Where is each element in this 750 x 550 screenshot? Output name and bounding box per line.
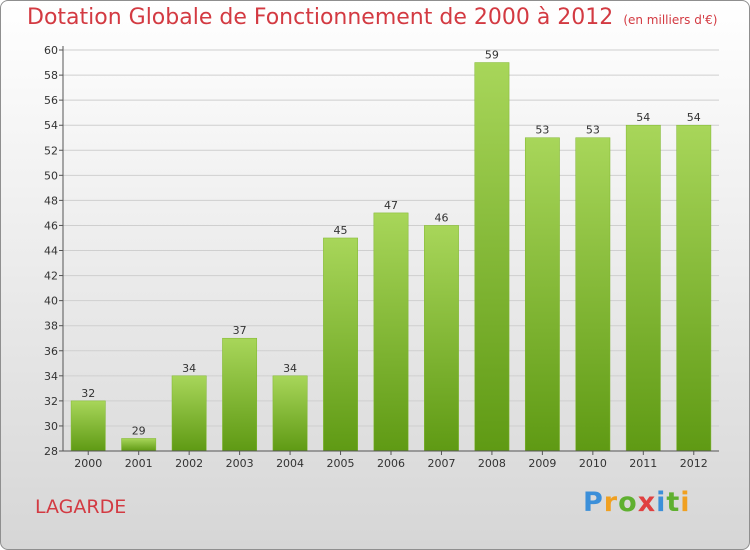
- value-labels: 32 29 34 37 34 45 47 46 59 53 53 54 54: [81, 49, 701, 438]
- value-label: 46: [434, 211, 448, 224]
- bar-2007: [424, 225, 459, 452]
- bar-2006: [373, 212, 409, 452]
- value-label: 53: [535, 124, 549, 137]
- y-tick-label: 60: [44, 44, 58, 57]
- bar-2002: [171, 375, 207, 452]
- x-tick-label: 2006: [377, 457, 405, 470]
- y-tick-label: 50: [44, 169, 58, 182]
- bar-2000: [70, 400, 106, 452]
- logo-letter: o: [618, 487, 638, 518]
- x-tick-label: 2001: [125, 457, 153, 470]
- value-label: 59: [485, 49, 499, 62]
- x-tick-label: 2000: [74, 457, 102, 470]
- axes: 28 30 32 34 36 38 40 42 44 46 48 50 52 54 56 58 60 2000 20…: [44, 44, 719, 470]
- chart-subtitle: (en milliers d'€): [623, 13, 718, 27]
- y-tick-label: 52: [44, 144, 58, 157]
- y-tick-label: 30: [44, 420, 58, 433]
- x-tick-label: 2003: [226, 457, 254, 470]
- y-tick-label: 56: [44, 94, 58, 107]
- bar-2011: [625, 124, 661, 452]
- y-tick-label: 44: [44, 245, 58, 258]
- x-tick-label: 2010: [579, 457, 607, 470]
- value-label: 29: [132, 424, 146, 437]
- value-label: 37: [233, 324, 247, 337]
- y-tick-label: 28: [44, 445, 58, 458]
- bar-2005: [323, 237, 358, 452]
- x-tick-label: 2004: [276, 457, 304, 470]
- y-tick-label: 40: [44, 295, 58, 308]
- y-tick-label: 42: [44, 270, 58, 283]
- x-tick-label: 2005: [327, 457, 355, 470]
- bar-2001: [121, 438, 157, 452]
- x-tick-label: 2012: [680, 457, 708, 470]
- value-label: 34: [182, 362, 196, 375]
- bar-2003: [222, 337, 258, 452]
- logo-letter: i: [656, 487, 667, 518]
- x-tick-label: 2011: [629, 457, 657, 470]
- bar-2009: [524, 137, 560, 452]
- value-label: 47: [384, 199, 398, 212]
- title-row: Dotation Globale de Fonctionnement de 20…: [27, 5, 717, 30]
- x-tick-label: 2008: [478, 457, 506, 470]
- value-label: 45: [334, 224, 348, 237]
- value-label: 54: [636, 111, 650, 124]
- y-tick-label: 54: [44, 119, 58, 132]
- y-tick-label: 34: [44, 370, 58, 383]
- y-tick-label: 58: [44, 69, 58, 82]
- chart-title: Dotation Globale de Fonctionnement de 20…: [27, 5, 614, 30]
- place-name: LAGARDE: [35, 496, 127, 518]
- proxiti-logo: Proxiti: [583, 487, 691, 518]
- x-tick-label: 2007: [427, 457, 455, 470]
- bar-2012: [676, 124, 712, 452]
- y-tick-label: 46: [44, 219, 58, 232]
- bars: [70, 62, 712, 452]
- y-tick-label: 48: [44, 194, 58, 207]
- value-label: 54: [687, 111, 701, 124]
- logo-letter: r: [603, 487, 619, 518]
- logo-letter: x: [637, 487, 657, 518]
- y-tick-label: 32: [44, 395, 58, 408]
- x-tick-label: 2009: [528, 457, 556, 470]
- logo-letter: t: [666, 487, 681, 518]
- value-label: 34: [283, 362, 297, 375]
- bar-2004: [272, 375, 308, 452]
- x-tick-label: 2002: [175, 457, 203, 470]
- logo-letter: i: [680, 487, 691, 518]
- y-tick-label: 36: [44, 345, 58, 358]
- value-label: 32: [81, 387, 95, 400]
- bar-2008: [474, 62, 510, 452]
- logo-letter: P: [583, 487, 604, 518]
- value-label: 53: [586, 124, 600, 137]
- bar-2010: [575, 137, 611, 452]
- y-tick-label: 38: [44, 320, 58, 333]
